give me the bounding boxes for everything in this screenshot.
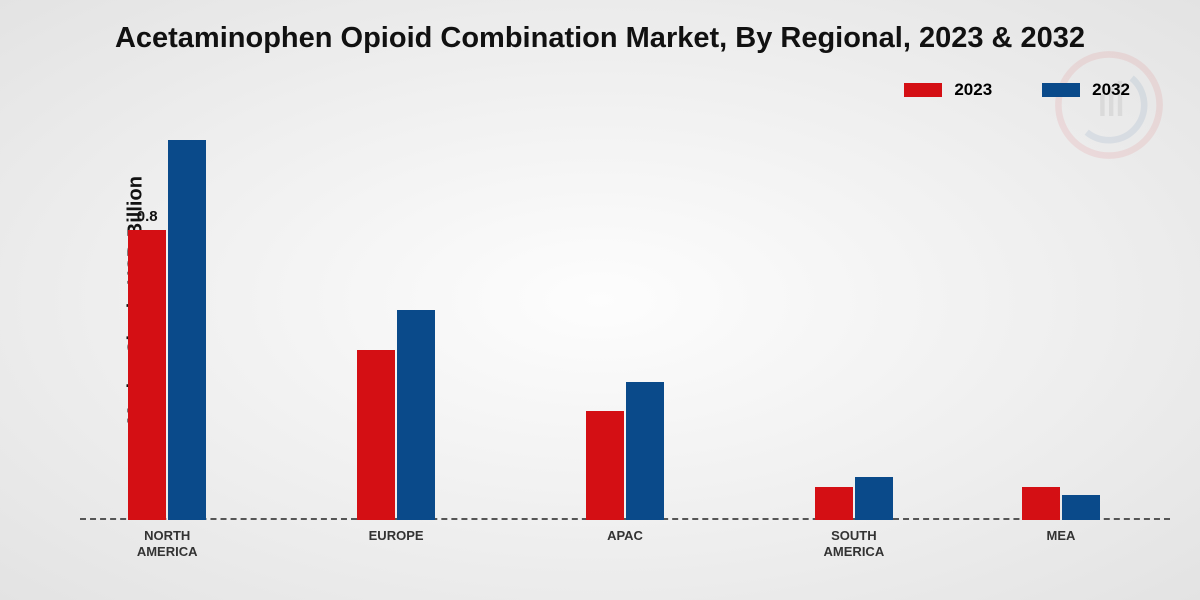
- bar: [357, 350, 395, 520]
- bar: [168, 140, 206, 520]
- bar: 0.8: [128, 230, 166, 520]
- legend-item-2032: 2032: [1042, 80, 1130, 100]
- plot-area: 0.8NORTH AMERICA EUROPE APAC SOUTH AMERICA M…: [80, 140, 1170, 520]
- bar: [397, 310, 435, 520]
- category-label: MEA: [991, 528, 1131, 544]
- legend-label-2023: 2023: [954, 80, 992, 100]
- chart-container: Acetaminophen Opioid Combination Market,…: [0, 0, 1200, 600]
- category-label: NORTH AMERICA: [97, 528, 237, 561]
- bar: [855, 477, 893, 520]
- legend-item-2023: 2023: [904, 80, 992, 100]
- category-label: SOUTH AMERICA: [784, 528, 924, 561]
- bar: [586, 411, 624, 520]
- bar-group: MEA: [1022, 487, 1100, 520]
- legend: 2023 2032: [904, 80, 1130, 100]
- bar-value-label: 0.8: [137, 208, 158, 225]
- bar: [1062, 495, 1100, 520]
- legend-swatch-2032: [1042, 83, 1080, 97]
- bar: [1022, 487, 1060, 520]
- bar-group: APAC: [586, 382, 664, 520]
- bar-group: SOUTH AMERICA: [815, 477, 893, 520]
- category-label: EUROPE: [326, 528, 466, 544]
- bar-group: EUROPE: [357, 310, 435, 520]
- legend-label-2032: 2032: [1092, 80, 1130, 100]
- bar: [815, 487, 853, 520]
- chart-title: Acetaminophen Opioid Combination Market,…: [0, 22, 1200, 55]
- bar: [626, 382, 664, 520]
- bar-group: 0.8NORTH AMERICA: [128, 140, 206, 520]
- category-label: APAC: [555, 528, 695, 544]
- legend-swatch-2023: [904, 83, 942, 97]
